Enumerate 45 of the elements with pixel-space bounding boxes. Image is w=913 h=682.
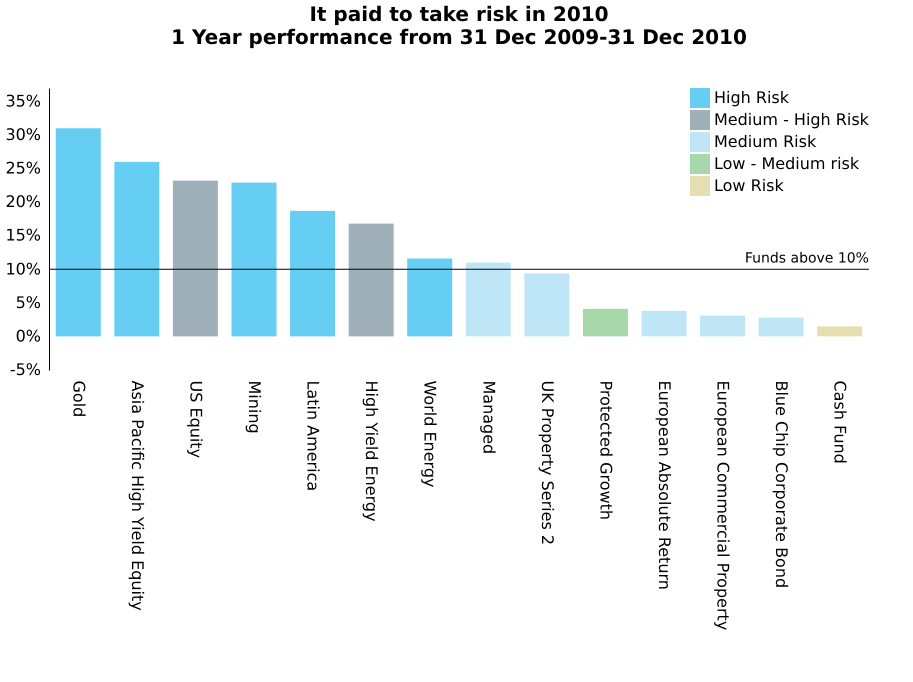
legend-label: High Risk	[714, 88, 790, 107]
ref-line-label: Funds above 10%	[744, 250, 869, 266]
x-tick-label: Gold	[69, 380, 88, 418]
legend-label: Medium - High Risk	[714, 110, 870, 129]
y-tick-label: -5%	[10, 360, 41, 379]
x-tick-label: World Energy	[420, 380, 440, 488]
bar	[524, 273, 570, 336]
x-tick-label: Mining	[245, 380, 264, 434]
bar	[348, 224, 394, 336]
legend-label: Low - Medium risk	[714, 154, 860, 173]
bar	[466, 262, 511, 336]
x-tick-label: Cash Fund	[830, 380, 850, 464]
bar	[582, 308, 628, 336]
x-tick-label: Blue Chip Corporate Bond	[772, 380, 792, 588]
y-tick-label: 35%	[5, 91, 41, 110]
bar	[758, 318, 804, 336]
bar	[114, 162, 160, 336]
x-tick-label: Protected Growth	[596, 380, 616, 520]
x-tick-label: European Absolute Return	[655, 380, 674, 590]
y-tick-label: 25%	[5, 158, 41, 178]
x-tick-label: Asia Pacific High Yield Equity	[128, 380, 147, 611]
legend-label: Low Risk	[714, 176, 784, 195]
x-tick-label: US Equity	[186, 380, 206, 458]
chart-title: It paid to take risk in 2010	[309, 2, 609, 26]
bar	[290, 210, 336, 336]
x-tick-label: European Commercial Property	[714, 380, 733, 630]
y-tick-label: 30%	[5, 125, 41, 144]
x-tick-label: Latin America	[304, 380, 323, 492]
y-tick-label: 20%	[5, 192, 41, 212]
bar	[642, 310, 686, 336]
x-tick-label: UK Property Series 2	[538, 380, 557, 546]
legend-label: Medium Risk	[714, 132, 817, 151]
bar	[172, 180, 218, 336]
chart-subtitle: 1 Year performance from 31 Dec 2009-31 Dec 2010	[171, 25, 747, 49]
bar	[56, 128, 101, 336]
y-tick-label: 15%	[5, 226, 41, 245]
y-tick-label: 10%	[5, 259, 41, 278]
x-tick-label: Managed	[479, 380, 498, 454]
bar	[232, 182, 276, 336]
x-tick-label: High Yield Energy	[362, 380, 382, 522]
y-tick-label: 5%	[16, 292, 41, 312]
y-tick-label: 0%	[16, 326, 41, 346]
bar	[817, 326, 862, 336]
bar	[700, 316, 746, 336]
bar	[407, 258, 452, 336]
